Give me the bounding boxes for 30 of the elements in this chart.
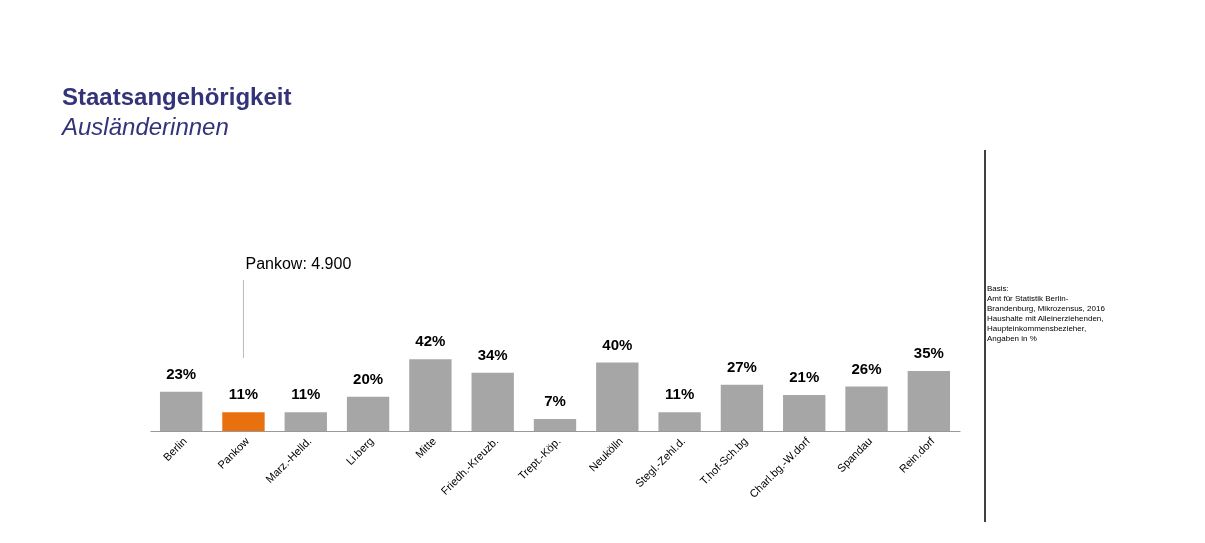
bar <box>159 391 203 431</box>
text: Basis: Amt für Statistik Berlin- Brandenburg, Mikrozensus, 2016 Haushalte mit Alleinerziehenden, Haupteinkommensbezieher, Angaben in % <box>987 284 1106 343</box>
bar <box>346 396 390 431</box>
data-label: 20% <box>353 369 384 387</box>
data-label: 7% <box>544 392 566 410</box>
bar <box>596 362 639 431</box>
data-label: 35% <box>913 344 944 362</box>
data-label: 27% <box>726 357 757 375</box>
bar <box>222 412 265 431</box>
data-label: 21% <box>789 368 820 386</box>
bar <box>720 384 764 431</box>
bar <box>471 372 514 431</box>
data-label: 23% <box>166 364 197 382</box>
data-label: 11% <box>665 385 695 403</box>
data-label: 40% <box>602 335 633 353</box>
chart-subtitle: Ausländerinnen <box>60 113 229 140</box>
chart-title: Staatsangehörigkeit <box>62 83 292 110</box>
data-label: 26% <box>851 359 882 377</box>
bar <box>845 386 888 431</box>
bar <box>658 412 701 431</box>
text: Pankow: 4.900 <box>245 255 352 272</box>
data-label: 42% <box>415 332 446 350</box>
data-label: 34% <box>477 345 508 363</box>
data-label: 11% <box>228 385 259 403</box>
bar <box>783 395 826 431</box>
bar <box>907 371 951 431</box>
bar <box>533 419 577 431</box>
data-label: 11% <box>291 385 321 403</box>
bar <box>284 412 327 431</box>
bar <box>409 359 452 431</box>
